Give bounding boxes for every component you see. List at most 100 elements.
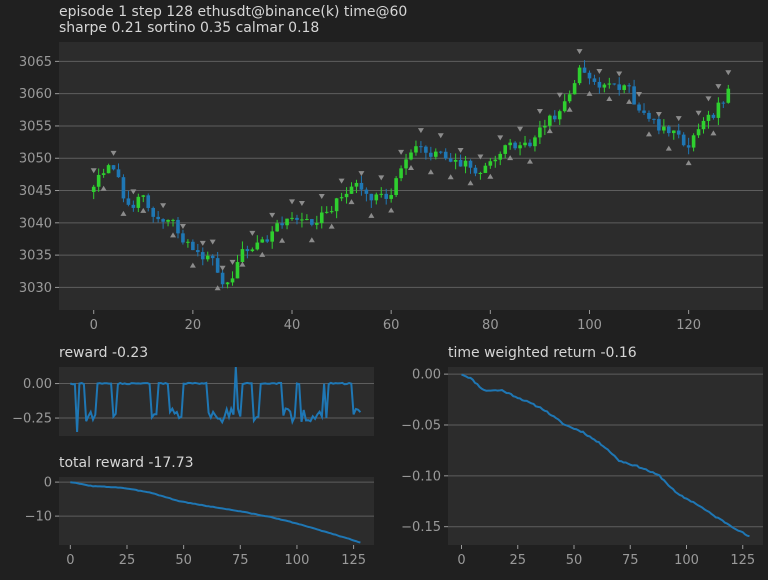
candle-body [627, 85, 631, 87]
candle-body [235, 262, 240, 279]
marker-sell [626, 98, 633, 104]
candle-body [409, 152, 413, 160]
candle-body [310, 219, 314, 225]
twr-ytick-label: 0.00 [412, 368, 441, 383]
header-metrics: sharpe 0.21 sortino 0.35 calmar 0.18 [59, 20, 319, 36]
candle-body [657, 119, 661, 131]
candle-body [438, 151, 443, 153]
candle-body [245, 249, 250, 252]
marker-buy [596, 69, 603, 75]
total-reward-plot-area [59, 477, 374, 545]
candle-body [691, 135, 696, 148]
candle-body [592, 78, 597, 82]
marker-buy [269, 212, 276, 218]
chart-panels: 3030 3035 3040 3045 3050 3055 3060 3065 0 20 40 60 8… [12, 42, 763, 568]
total-reward-xtick-label: 75 [232, 553, 249, 568]
marker-buy [497, 135, 504, 141]
candle-body [329, 211, 334, 213]
marker-buy [378, 175, 385, 181]
candle-body [488, 161, 493, 166]
candle-body [523, 142, 527, 146]
marker-sell [685, 160, 692, 166]
marker-buy [695, 110, 702, 116]
marker-sell [467, 180, 474, 186]
candle-body [280, 223, 284, 226]
candle-body [696, 129, 701, 136]
candle-body [146, 195, 151, 208]
candle-body [250, 249, 255, 252]
twr-line [461, 373, 750, 538]
candle-body [225, 282, 230, 285]
marker-buy [556, 92, 563, 98]
marker-sell [447, 174, 454, 180]
candle-body [151, 207, 155, 217]
price-ytick-label: 3055 [19, 119, 52, 134]
candle-body [196, 250, 200, 253]
candle-body [136, 196, 141, 208]
total-reward-xtick-label: 125 [341, 553, 366, 568]
candle-body [637, 104, 641, 111]
candle-body [265, 239, 270, 242]
marker-sell [140, 207, 147, 213]
marker-buy [289, 199, 296, 205]
candle-body [260, 239, 265, 243]
marker-buy [457, 148, 464, 154]
candle-body [275, 223, 279, 232]
marker-buy [110, 150, 117, 156]
candle-body [617, 84, 622, 90]
candle-body [404, 159, 408, 169]
twr-title: time weighted return -0.16 [448, 345, 637, 361]
candle-body [448, 158, 453, 162]
marker-sell [170, 232, 177, 238]
marker-sell [100, 185, 107, 191]
marker-buy [477, 154, 484, 160]
header-title: episode 1 step 128 ethusdt@binance(k) ti… [59, 4, 407, 20]
marker-buy [715, 84, 722, 90]
candle-body [572, 83, 577, 95]
candle-body [166, 219, 170, 222]
twr-chart: 0.00 −0.05 −0.10 −0.15 0 25 50 75 100 125 [401, 367, 763, 568]
price-plot-area [59, 42, 763, 310]
price-ytick-label: 3065 [19, 55, 52, 70]
candle-body [101, 173, 106, 175]
marker-buy [536, 108, 543, 114]
marker-sell [665, 145, 672, 151]
reward-chart: 0.00 −0.25 [12, 366, 374, 436]
candle-body [662, 126, 666, 131]
candle-body [567, 94, 572, 102]
marker-buy [130, 189, 137, 195]
candle-body [518, 145, 522, 149]
candle-body [513, 142, 517, 149]
total-reward-xtick-label: 25 [119, 553, 136, 568]
marker-sell [308, 237, 315, 243]
candle-body [543, 125, 547, 128]
candle-body [91, 186, 96, 192]
candle-body [721, 102, 726, 104]
reward-line [70, 366, 362, 432]
candle-body [240, 249, 245, 263]
candle-body [557, 111, 562, 120]
candle-body [379, 193, 384, 195]
candle-body [141, 195, 146, 197]
price-xtick-label: 80 [482, 318, 499, 333]
twr-xtick-label: 50 [566, 553, 583, 568]
total-reward-ytick-label: −10 [25, 510, 52, 525]
marker-sell [214, 285, 221, 291]
candle-body [533, 137, 537, 147]
price-ytick-label: 3040 [19, 216, 52, 231]
twr-xtick-label: 0 [457, 553, 465, 568]
marker-buy [298, 200, 305, 206]
candle-body [324, 211, 329, 213]
marker-buy [249, 230, 256, 236]
marker-sell [526, 158, 533, 164]
candle-body [582, 67, 587, 73]
marker-sell [328, 223, 335, 229]
marker-buy [417, 128, 424, 134]
candle-body [473, 167, 478, 174]
marker-buy [636, 92, 643, 98]
candle-body [230, 278, 235, 283]
twr-xtick-label: 25 [509, 553, 526, 568]
candle-body [255, 242, 260, 250]
candle-body [622, 85, 626, 90]
reward-ytick-label: 0.00 [23, 377, 52, 392]
